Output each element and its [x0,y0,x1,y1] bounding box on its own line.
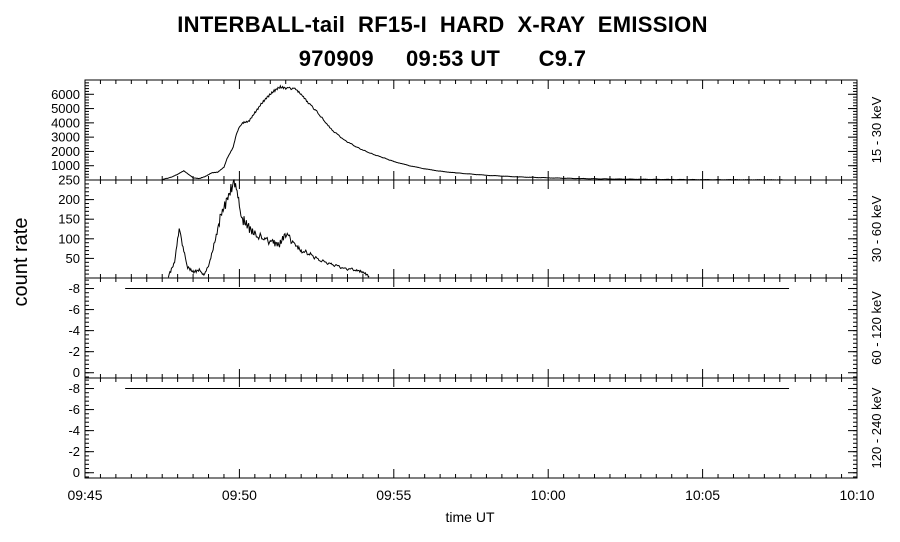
y-tick-label: -4 [68,323,80,338]
chart-title-line-1: INTERBALL-tail RF15-I HARD X-RAY EMISSIO… [177,12,708,37]
y-tick-label: 250 [58,173,80,188]
panel-frame [84,377,858,479]
x-tick-label: 10:00 [531,487,566,503]
y-tick-label: -6 [68,302,80,317]
y-tick-label: -4 [68,423,80,438]
panel-2: 50 100 150 200 250 30 - 60 keV [58,173,884,279]
band-label: 60 - 120 keV [869,291,884,365]
band-label: 30 - 60 keV [869,195,884,262]
series-line-panel-2 [167,179,370,278]
panel-4: 0 -2 -4 -6 -8 120 - 240 keV [68,377,884,480]
x-axis: 09:45 09:50 09:55 10:00 10:05 10:10 [67,487,874,503]
y-tick-label: 4000 [51,115,80,130]
y-tick-label: 0 [73,465,80,480]
y-tick-label: -6 [68,402,80,417]
y-tick-label: -2 [68,344,80,359]
x-tick-label: 09:50 [222,487,257,503]
band-label: 120 - 240 keV [869,387,884,468]
panel-3: 0 -2 -4 -6 -8 60 - 120 keV [68,277,884,380]
panel-frame [84,179,858,279]
y-tick-label: 100 [58,231,80,246]
panel-frame [84,79,858,181]
y-tick-label: 200 [58,192,80,207]
x-tick-label: 09:45 [67,487,102,503]
y-tick-label: 50 [66,251,80,266]
y-tick-label: 1000 [51,158,80,173]
y-axis-label: count rate [10,218,32,307]
x-tick-label: 09:55 [376,487,411,503]
x-tick-label: 10:05 [685,487,720,503]
panel-frame [84,277,858,379]
y-tick-label: 5000 [51,101,80,116]
x-tick-label: 10:10 [839,487,874,503]
chart-title-line-2: 970909 09:53 UT C9.7 [298,46,587,71]
y-tick-label: -8 [68,281,80,296]
y-tick-label: 150 [58,212,80,227]
x-axis-label: time UT [446,509,495,525]
y-tick-label: 6000 [51,87,80,102]
series-line-panel-1 [161,84,783,181]
y-tick-label: 0 [73,365,80,380]
y-tick-label: 3000 [51,130,80,145]
band-label: 15 - 30 keV [869,96,884,163]
y-tick-label: -2 [68,444,80,459]
y-tick-label: 2000 [51,144,80,159]
y-tick-label: -8 [68,381,80,396]
